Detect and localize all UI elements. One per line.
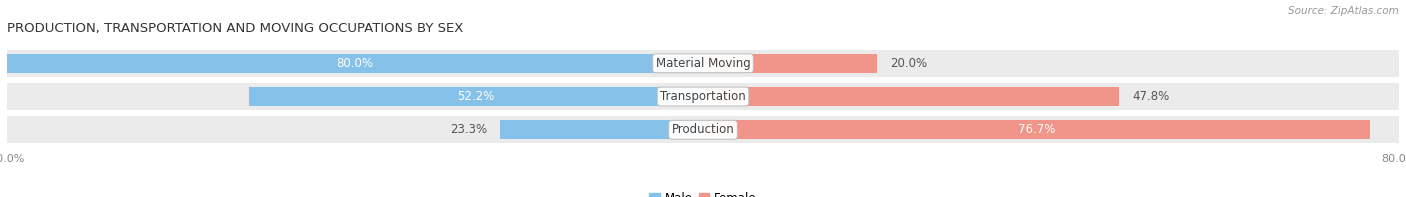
Text: Production: Production <box>672 123 734 136</box>
Bar <box>703 87 1119 106</box>
Bar <box>7 83 1399 110</box>
Text: PRODUCTION, TRANSPORTATION AND MOVING OCCUPATIONS BY SEX: PRODUCTION, TRANSPORTATION AND MOVING OC… <box>7 22 464 35</box>
Text: Transportation: Transportation <box>661 90 745 103</box>
Bar <box>7 116 1399 143</box>
Bar <box>7 50 1399 77</box>
Bar <box>703 120 1371 139</box>
Text: Material Moving: Material Moving <box>655 57 751 70</box>
Text: 23.3%: 23.3% <box>450 123 488 136</box>
Bar <box>249 87 703 106</box>
Text: 20.0%: 20.0% <box>890 57 927 70</box>
Text: Source: ZipAtlas.com: Source: ZipAtlas.com <box>1288 6 1399 16</box>
Text: 47.8%: 47.8% <box>1132 90 1170 103</box>
Bar <box>703 54 877 73</box>
Text: 76.7%: 76.7% <box>1018 123 1056 136</box>
Legend: Male, Female: Male, Female <box>645 187 761 197</box>
Text: 52.2%: 52.2% <box>457 90 495 103</box>
Bar <box>501 120 703 139</box>
Bar <box>7 54 703 73</box>
Text: 80.0%: 80.0% <box>336 57 374 70</box>
